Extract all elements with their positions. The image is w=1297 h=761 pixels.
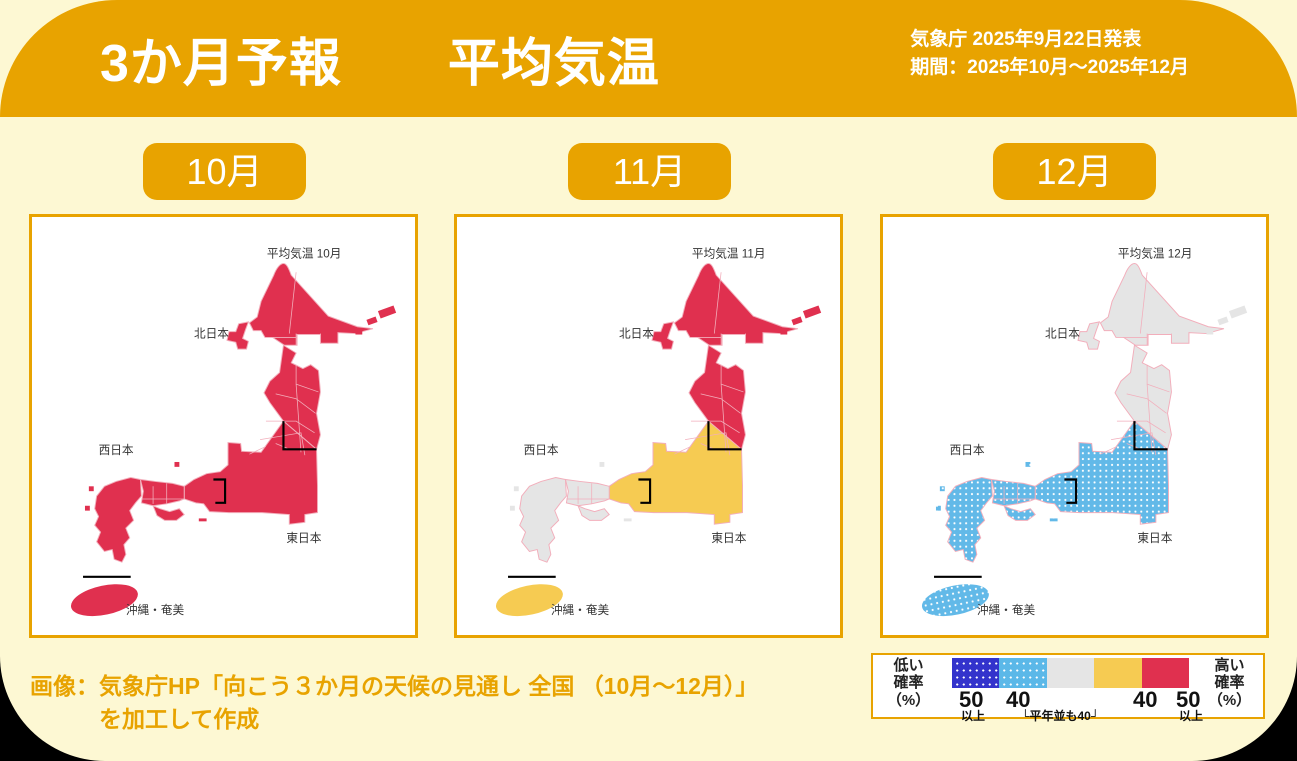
svg-text:沖縄・奄美: 沖縄・奄美 <box>126 603 185 617</box>
svg-text:西日本: 西日本 <box>99 443 134 457</box>
svg-text:平均気温 11月: 平均気温 11月 <box>692 247 766 261</box>
svg-text:平均気温 12月: 平均気温 12月 <box>1118 247 1193 261</box>
svg-text:西日本: 西日本 <box>950 443 985 457</box>
svg-text:北日本: 北日本 <box>1045 326 1080 340</box>
svg-text:平均気温 10月: 平均気温 10月 <box>267 247 342 261</box>
svg-text:東日本: 東日本 <box>1137 531 1172 545</box>
svg-text:沖縄・奄美: 沖縄・奄美 <box>977 603 1036 617</box>
svg-text:西日本: 西日本 <box>524 443 559 457</box>
svg-text:沖縄・奄美: 沖縄・奄美 <box>551 603 610 617</box>
svg-text:東日本: 東日本 <box>286 531 321 545</box>
svg-text:北日本: 北日本 <box>619 326 654 340</box>
svg-text:北日本: 北日本 <box>194 326 229 340</box>
svg-text:東日本: 東日本 <box>711 531 746 545</box>
